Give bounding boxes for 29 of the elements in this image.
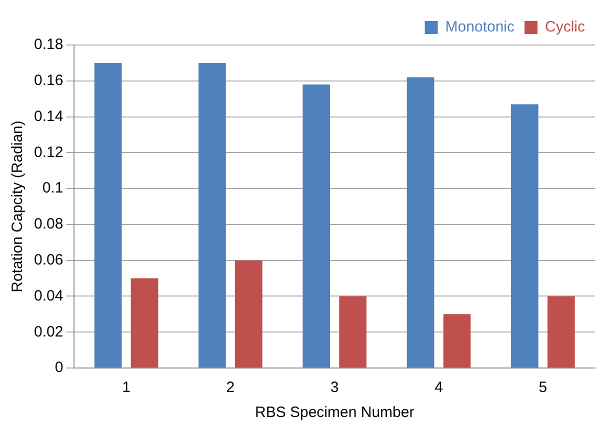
x-tick-label: 2 [226, 379, 235, 396]
y-tick-label: 0.04 [34, 287, 64, 304]
bar [302, 84, 330, 368]
y-tick-label: 0.14 [34, 108, 64, 125]
x-tick-label: 3 [330, 379, 339, 396]
bar [94, 62, 122, 368]
legend-label: Monotonic [445, 18, 515, 36]
y-tick-label: 0.02 [34, 323, 64, 340]
y-tick-label: 0.16 [34, 72, 64, 90]
y-tick-label: 0.1 [42, 180, 64, 197]
y-tick-label: 0.08 [34, 216, 64, 233]
bar [406, 77, 434, 368]
y-tick-label: 0.06 [34, 251, 64, 268]
legend-label: Cyclic [545, 18, 586, 36]
y-tick-label: 0.12 [34, 144, 64, 161]
bar [339, 296, 366, 368]
bar [234, 260, 262, 368]
bar [130, 278, 158, 368]
bar [443, 314, 471, 368]
x-tick-label: 1 [122, 379, 130, 396]
y-axis-title: Rotation Capcity (Radian) [9, 120, 26, 292]
x-axis-title: RBS Specimen Number [254, 404, 414, 422]
bar [547, 296, 575, 368]
bar [198, 62, 226, 368]
bar [511, 104, 538, 368]
y-tick-label: 0.18 [34, 36, 64, 54]
x-tick-label: 4 [434, 379, 443, 396]
x-tick-label: 5 [538, 379, 548, 396]
y-tick-label: 0 [54, 359, 64, 376]
